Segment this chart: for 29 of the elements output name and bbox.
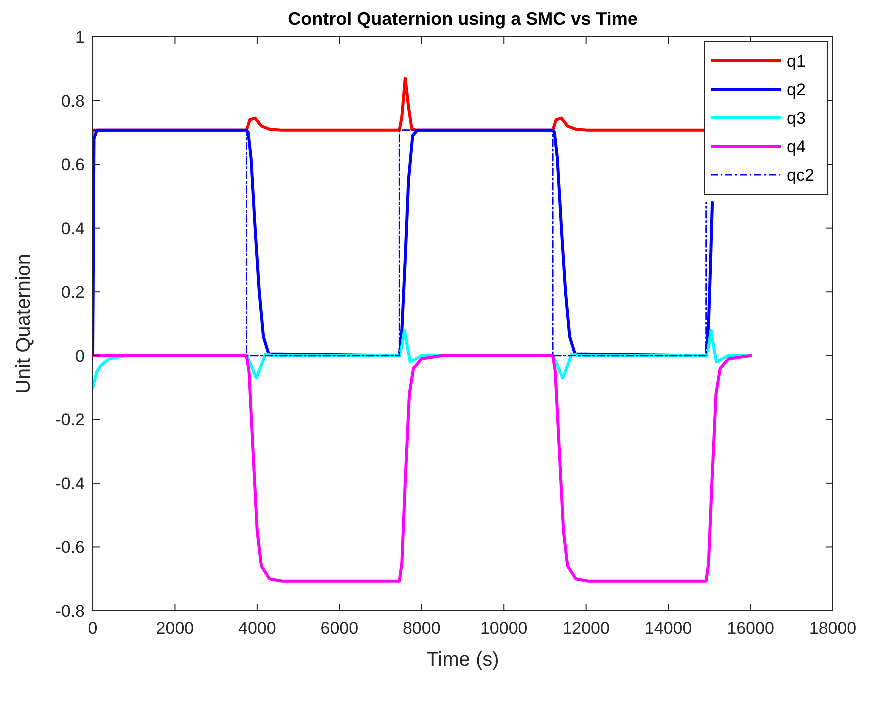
x-tick-label: 0 [88,619,98,638]
legend-label: q3 [787,109,806,128]
x-tick-label: 2000 [156,619,194,638]
line-series [93,354,752,583]
y-tick-label: -0.2 [56,410,85,430]
y-tick-label: 0.4 [61,219,85,238]
y-tick-label: -0.8 [56,602,85,621]
x-tick-label: 6000 [320,619,359,638]
legend-label: qc2 [787,166,814,185]
x-tick-label: 10000 [480,619,528,638]
y-tick-label: 0 [76,346,85,366]
y-tick-label: -0.4 [56,474,85,494]
chart-title: Control Quaternion using a SMC vs Time [288,9,638,29]
y-tick-label: 0.2 [61,283,85,302]
y-tick-label: 0.6 [61,156,85,175]
y-tick-label: 0.8 [61,92,85,111]
x-tick-label: 4000 [238,619,276,638]
legend-label: q4 [787,138,806,156]
y-tick-label: 1 [76,28,85,47]
x-axis-title: Time (s) [426,649,500,671]
y-axis-title: Unit Quaternion [13,254,35,394]
y-tick-label: -0.6 [56,538,85,558]
x-tick-label: 16000 [727,619,774,638]
x-tick-label: 12000 [562,619,610,638]
legend-label: q2 [787,80,806,100]
x-tick-label: 18000 [809,619,857,638]
x-tick-label: 14000 [644,619,692,638]
x-tick-label: 8000 [402,619,441,638]
legend-label: q1 [787,52,806,71]
